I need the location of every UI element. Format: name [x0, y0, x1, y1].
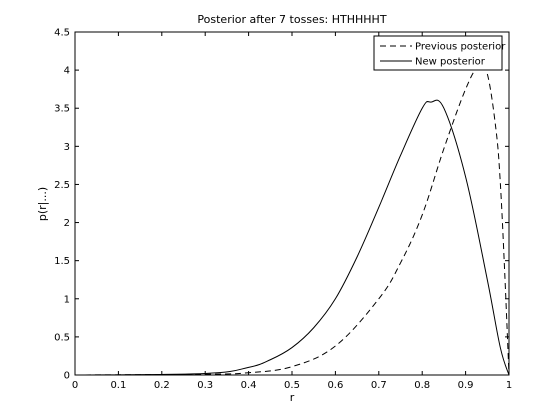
- y-axis-label: p(r|...): [36, 187, 49, 221]
- y-tick-label: 3: [64, 142, 70, 153]
- y-tick-label: 4.5: [54, 28, 70, 39]
- series-line-new-posterior: [75, 99, 509, 375]
- y-tick-label: 4: [64, 66, 70, 77]
- x-tick-label: 0.5: [284, 380, 300, 391]
- x-axis-label: r: [290, 391, 295, 404]
- y-axis: 0 0.5 1 1.5 2 2.5 3 3.5 4 4.5: [54, 28, 509, 382]
- x-tick-label: 0.8: [414, 380, 430, 391]
- x-tick-label: 0.6: [327, 380, 343, 391]
- y-tick-label: 1: [64, 294, 70, 305]
- x-tick-label: 0.7: [371, 380, 387, 391]
- x-tick-label: 0: [72, 380, 78, 391]
- x-tick-label: 0.9: [458, 380, 474, 391]
- y-tick-label: 1.5: [54, 256, 70, 267]
- legend-label-new-posterior: New posterior: [415, 57, 486, 68]
- y-tick-label: 2: [64, 218, 70, 229]
- legend-box: [373, 35, 503, 71]
- legend-label-previous-posterior: Previous posterior: [415, 42, 506, 53]
- x-tick-label: 1: [506, 380, 512, 391]
- x-tick-label: 0.1: [110, 380, 126, 391]
- plot-area: [75, 32, 509, 375]
- y-tick-label: 2.5: [54, 180, 70, 191]
- x-tick-label: 0.3: [197, 380, 213, 391]
- x-tick-label: 0.2: [154, 380, 170, 391]
- chart-title: Posterior after 7 tosses: HTHHHHT: [197, 13, 386, 26]
- x-axis: 0 0.1 0.2 0.3 0.4 0.5 0.6 0.7 0.8 0.9 1: [72, 32, 512, 391]
- series-line-previous-posterior: [75, 64, 509, 375]
- y-tick-label: 0: [64, 371, 70, 382]
- series-layer: [75, 64, 509, 375]
- legend: Previous posterior New posterior: [373, 35, 506, 71]
- x-tick-label: 0.4: [241, 380, 257, 391]
- y-tick-label: 3.5: [54, 104, 70, 115]
- y-tick-label: 0.5: [54, 332, 70, 343]
